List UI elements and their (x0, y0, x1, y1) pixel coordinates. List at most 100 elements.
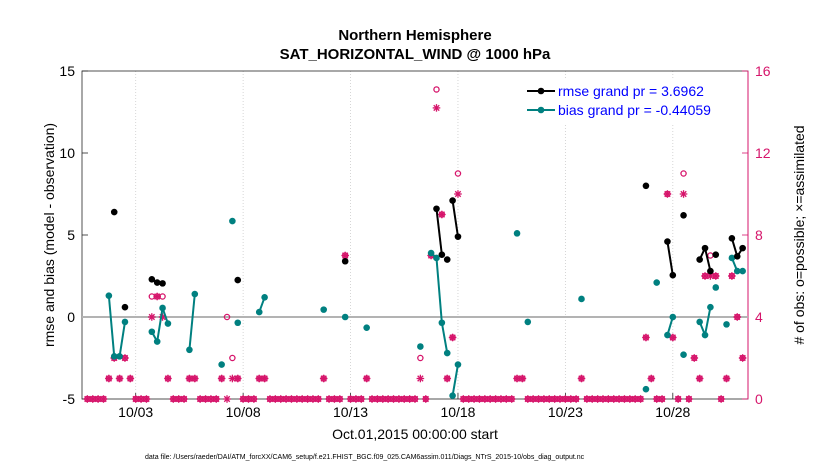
y-tick-label-right: 4 (755, 309, 763, 325)
obs-assimilated-marker (518, 374, 527, 383)
obs-assimilated-marker (642, 333, 650, 342)
obs-assimilated-marker (346, 395, 355, 403)
bias-point (433, 254, 440, 262)
x-tick-label: 10/03 (118, 404, 153, 420)
bias-point (669, 313, 677, 321)
chart-subtitle: SAT_HORIZONTAL_WIND @ 1000 hPa (280, 46, 551, 63)
obs-possible-marker (454, 170, 462, 177)
rmse-point (680, 212, 687, 219)
obs-assimilated-marker (169, 395, 178, 403)
chart-title: Northern Hemisphere (338, 27, 491, 44)
obs-assimilated-marker (180, 395, 188, 403)
rmse-point (121, 303, 129, 311)
obs-assimilated-marker (685, 395, 693, 403)
bias-point (524, 318, 532, 326)
obs-possible-marker (223, 313, 231, 321)
bias-point (733, 267, 741, 275)
obs-assimilated-marker (105, 374, 113, 383)
obs-assimilated-marker (448, 333, 457, 342)
x-tick-label: 10/18 (440, 404, 475, 420)
obs-assimilated-marker (722, 374, 731, 383)
rmse-point (701, 244, 709, 252)
obs-assimilated-marker (717, 395, 725, 403)
obs-assimilated-marker (368, 395, 376, 403)
legend-rmse-marker (537, 87, 545, 95)
bias-point (116, 353, 123, 360)
x-tick-label: 10/28 (655, 404, 690, 420)
obs-possible-marker (417, 354, 424, 362)
y-tick-label-right: 12 (755, 145, 771, 161)
legend: rmse grand pr = 3.6962 bias grand pr = -… (519, 79, 745, 124)
obs-assimilated-marker (233, 374, 242, 383)
rmse-point (669, 271, 677, 279)
bias-point (664, 331, 671, 339)
obs-assimilated-marker (223, 395, 231, 403)
bias-line (451, 364, 459, 396)
obs-assimilated-marker (126, 374, 135, 383)
bias-point (186, 346, 193, 354)
tick-labels: -5 0 5 10 15 0 4 8 12 16 10/03 10/08 10/13 10/18 10/23… (59, 63, 770, 420)
y-tick-label: -5 (63, 391, 76, 407)
obs-assimilated-marker (352, 395, 360, 403)
obs-assimilated-marker (164, 374, 172, 383)
bias-point (148, 328, 156, 336)
obs-assimilated-marker (669, 333, 677, 342)
obs-assimilated-marker (711, 272, 720, 280)
obs-assimilated-marker (658, 395, 666, 403)
bias-point (707, 303, 714, 311)
obs-assimilated-marker (196, 395, 204, 403)
obs-assimilated-marker (534, 395, 543, 403)
bias-point (701, 331, 709, 339)
obs-assimilated-marker (336, 395, 344, 403)
series-group (105, 182, 746, 400)
y-tick-label: 10 (59, 145, 75, 161)
bias-point (417, 343, 424, 350)
bias-point (218, 361, 225, 368)
obs-assimilated-marker (260, 374, 269, 383)
obs-assimilated-marker (244, 395, 253, 403)
x-axis-label: Oct.01,2015 00:00:00 start (332, 426, 498, 442)
bias-point (191, 290, 199, 298)
y-tick-label-right: 0 (755, 391, 763, 407)
obs-assimilated-marker (454, 190, 462, 198)
data-file-footnote: data file: /Users/raeder/DAI/ATM_forcXX/… (145, 454, 585, 461)
rmse-point (642, 182, 650, 190)
obs-assimilated-marker (411, 395, 419, 403)
bias-point (449, 392, 456, 400)
y-tick-label-right: 8 (755, 227, 763, 243)
bias-point (159, 304, 166, 312)
obs-assimilated-marker (523, 395, 532, 403)
obs-assimilated-marker (314, 395, 323, 403)
bias-point (164, 320, 172, 327)
bias-point (723, 321, 730, 328)
bias-point (438, 319, 446, 327)
bias-point (728, 254, 736, 262)
rmse-point (433, 205, 440, 213)
obs-assimilated-marker (507, 395, 516, 403)
x-tick-label: 10/23 (548, 404, 583, 420)
bias-point (255, 308, 263, 316)
legend-box (519, 79, 745, 124)
obs-assimilated-marker (357, 395, 366, 403)
rmse-point (443, 256, 451, 263)
rmse-point (148, 275, 156, 283)
obs-assimilated-marker (486, 395, 494, 403)
obs-assimilated-marker (217, 374, 226, 383)
legend-bias-text: bias grand pr = -0.44059 (558, 102, 711, 118)
y-axis-label-right: # of obs: o=possible; ×=assimilated (791, 125, 807, 344)
y-axis-label: rmse and bias (model - observation) (41, 123, 57, 347)
rmse-line (435, 208, 443, 255)
obs-assimilated-marker (282, 395, 290, 403)
rmse-point (153, 279, 161, 286)
y-tick-label: 15 (59, 63, 75, 79)
obs-assimilated-marker (733, 313, 742, 321)
obs-assimilated-marker (325, 395, 333, 403)
obs-assimilated-marker (250, 395, 258, 403)
obs-assimilated-marker (443, 374, 452, 383)
bias-point (712, 284, 720, 291)
x-tick-label: 10/08 (226, 404, 261, 420)
obs-assimilated-marker (663, 190, 672, 198)
rmse-point (438, 251, 446, 258)
obs-assimilated-marker (679, 190, 688, 198)
bias-point (578, 295, 585, 303)
